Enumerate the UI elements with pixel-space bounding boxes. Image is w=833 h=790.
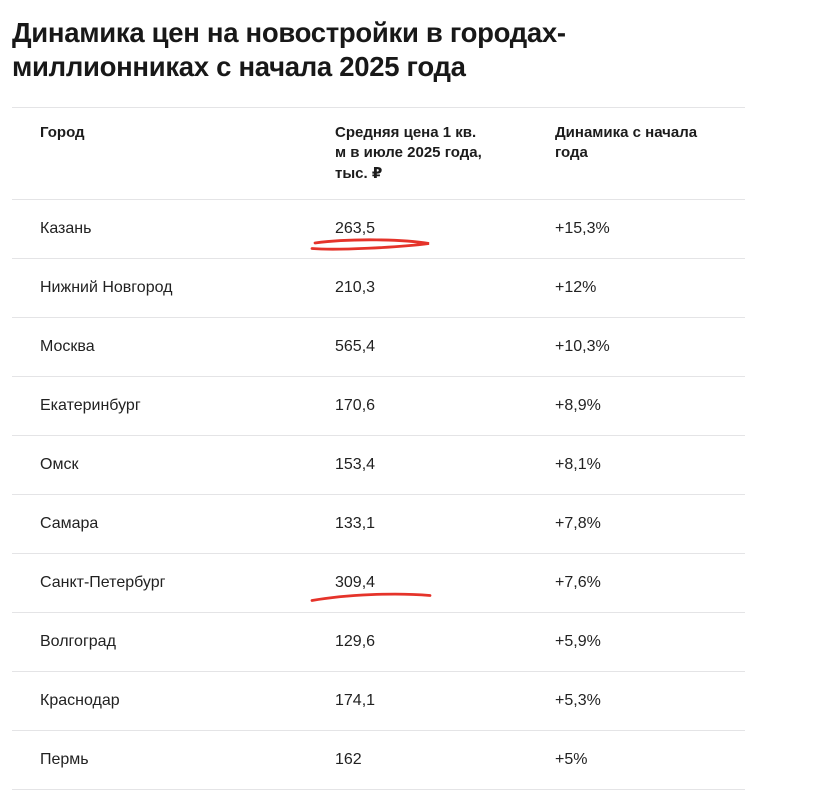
change-cell: +10,3%	[555, 337, 610, 355]
city-cell: Пермь	[40, 750, 89, 768]
change-cell: +12%	[555, 278, 597, 296]
city-cell: Краснодар	[40, 691, 120, 709]
city-cell: Нижний Новгород	[40, 278, 173, 296]
city-cell: Самара	[40, 514, 99, 532]
table-row: Екатеринбург 170,6 +8,9%	[12, 377, 745, 436]
table-row: Краснодар 174,1 +5,3%	[12, 672, 745, 731]
city-cell: Санкт-Петербург	[40, 573, 166, 591]
change-cell: +7,6%	[555, 573, 601, 591]
price-cell: 309,4	[310, 574, 555, 602]
city-cell: Омск	[40, 455, 79, 473]
price-cell: 174,1	[335, 691, 376, 709]
column-header-city: Город	[40, 124, 85, 142]
table-header-row: Город Средняя цена 1 кв. м в июле 2025 г…	[12, 107, 745, 200]
price-cell: 162	[335, 750, 362, 768]
column-header-change: Динамика с начала года	[555, 124, 698, 162]
change-cell: +7,8%	[555, 514, 601, 532]
column-header-price: Средняя цена 1 кв. м в июле 2025 года, т…	[335, 124, 482, 182]
price-cell: 170,6	[335, 396, 376, 414]
change-cell: +5,3%	[555, 691, 601, 709]
city-cell: Казань	[40, 219, 92, 237]
price-table: Город Средняя цена 1 кв. м в июле 2025 г…	[12, 107, 745, 790]
table-row: Самара 133,1 +7,8%	[12, 495, 745, 554]
change-cell: +15,3%	[555, 219, 610, 237]
table-row: Нижний Новгород 210,3 +12%	[12, 259, 745, 318]
price-cell: 565,4	[335, 337, 376, 355]
change-cell: +8,9%	[555, 396, 601, 414]
city-cell: Москва	[40, 337, 95, 355]
change-cell: +5,9%	[555, 632, 601, 650]
price-cell: 133,1	[335, 514, 376, 532]
table-row: Казань 263,5 +15,3%	[12, 200, 745, 259]
red-underline-annotation	[310, 238, 430, 251]
change-cell: +8,1%	[555, 455, 601, 473]
table-row: Санкт-Петербург 309,4 +7,6%	[12, 554, 745, 613]
page-title: Динамика цен на новостройки в городах- м…	[12, 16, 662, 83]
table-row: Омск 153,4 +8,1%	[12, 436, 745, 495]
price-cell: 129,6	[335, 632, 376, 650]
price-cell: 210,3	[335, 278, 376, 296]
red-underline-annotation	[310, 592, 432, 602]
city-cell: Екатеринбург	[40, 396, 141, 414]
table-row: Волгоград 129,6 +5,9%	[12, 613, 745, 672]
city-cell: Волгоград	[40, 632, 116, 650]
price-cell: 153,4	[335, 455, 376, 473]
price-cell: 263,5	[310, 220, 555, 251]
page-title-line-1: Динамика цен на новостройки в городах-	[12, 17, 566, 48]
table-row: Москва 565,4 +10,3%	[12, 318, 745, 377]
table-row: Пермь 162 +5%	[12, 731, 745, 790]
page-title-line-2: миллионниках с начала 2025 года	[12, 50, 466, 82]
change-cell: +5%	[555, 750, 588, 768]
